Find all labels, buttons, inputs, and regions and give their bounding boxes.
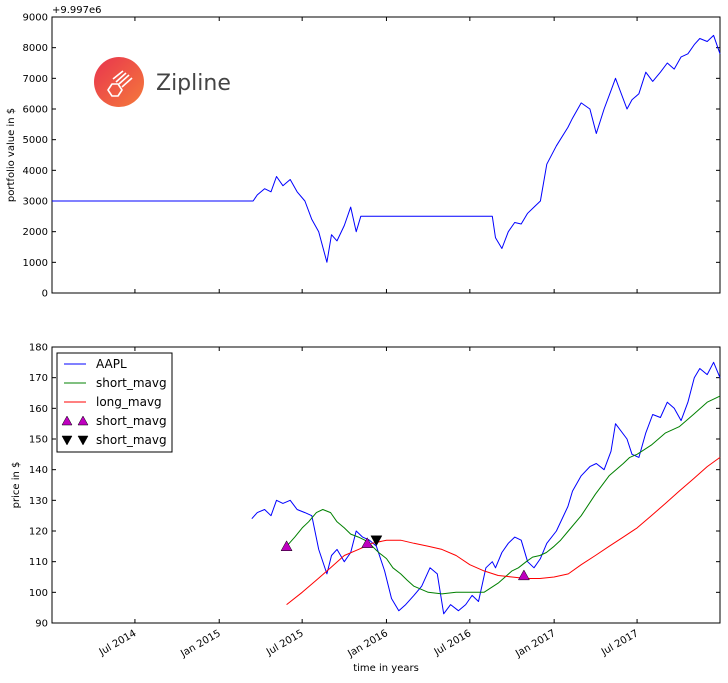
AAPL-series-line: [251, 361, 721, 615]
portfolio-ytick-label: 7000: [23, 74, 48, 85]
buy-signal-marker: [361, 537, 374, 548]
legend-label: long_mavg: [96, 395, 162, 409]
price-ytick-label: 100: [29, 588, 48, 599]
zipline-logo-text: Zipline: [156, 71, 231, 96]
price-ytick-label: 130: [29, 496, 48, 507]
portfolio-ytick-label: 5000: [23, 135, 48, 146]
legend-label: short_mavg: [96, 376, 167, 390]
portfolio-value-series-line: [52, 34, 721, 263]
price-ytick-label: 110: [29, 557, 48, 568]
long-mavg-series-line: [286, 456, 721, 605]
legend-label: short_mavg: [96, 433, 167, 447]
portfolio-ytick-label: 0: [42, 289, 48, 300]
portfolio-ytick-label: 6000: [23, 105, 48, 116]
price-ytick-label: 150: [29, 435, 48, 446]
zipline-logo-icon: [94, 57, 144, 107]
price-ytick-label: 120: [29, 527, 48, 538]
portfolio-ytick-label: 9000: [23, 13, 48, 24]
price-ytick-label: 170: [29, 373, 48, 384]
short-mavg-series-line: [286, 395, 721, 595]
zipline-logo: Zipline: [94, 57, 231, 107]
portfolio-ytick-label: 1000: [23, 258, 48, 269]
portfolio-axes: 0 1000 2000 3000 4000 5000 6000 7000 8000 9000 +9…: [6, 5, 721, 300]
portfolio-plot-frame: [51, 16, 721, 294]
price-ytick-label: 90: [35, 619, 48, 630]
legend-marker-swatch: [61, 435, 73, 446]
price-x-axis-label: time in years: [353, 663, 419, 674]
portfolio-y-axis-label: portfolio value in $: [6, 108, 17, 202]
portfolio-ytick-label: 4000: [23, 166, 48, 177]
price-y-axis-label: price in $: [11, 462, 22, 509]
legend-label: short_mavg: [96, 414, 167, 428]
portfolio-offset-label: +9.997e6: [52, 5, 102, 16]
legend-marker-swatch: [77, 435, 89, 446]
sell-signal-marker: [370, 535, 383, 547]
buy-signal-marker: [517, 569, 530, 581]
legend-marker-swatch: [77, 415, 89, 426]
legend: AAPL short_mavg long_mavg short_mavg short_m…: [56, 352, 173, 453]
legend-marker-swatch: [61, 415, 73, 426]
price-ytick-label: 180: [29, 343, 48, 354]
portfolio-ytick-label: 3000: [23, 197, 48, 208]
portfolio-ytick-label: 2000: [23, 227, 48, 238]
price-ytick-label: 140: [29, 465, 48, 476]
legend-label: AAPL: [96, 357, 127, 371]
price-ytick-label: 160: [29, 404, 48, 415]
buy-signal-marker: [280, 540, 293, 551]
portfolio-ytick-label: 8000: [23, 43, 48, 54]
